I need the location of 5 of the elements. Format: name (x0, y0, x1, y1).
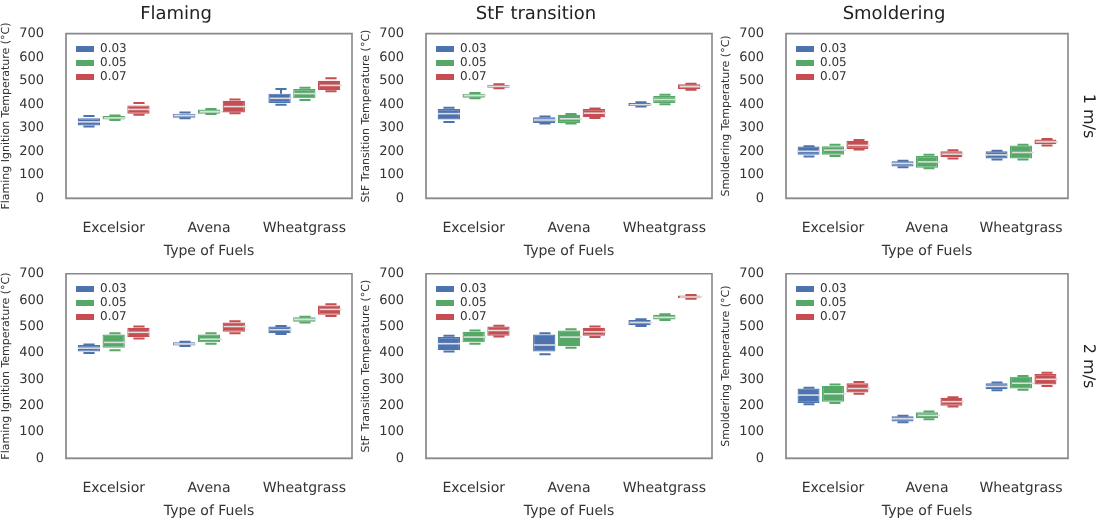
chart-title: StF transition (475, 5, 597, 26)
chart-title: Smoldering (842, 5, 946, 26)
text: 2 m/s (1079, 343, 1098, 389)
chart-title: Flaming (140, 5, 212, 26)
text: 1 m/s (1079, 93, 1098, 139)
